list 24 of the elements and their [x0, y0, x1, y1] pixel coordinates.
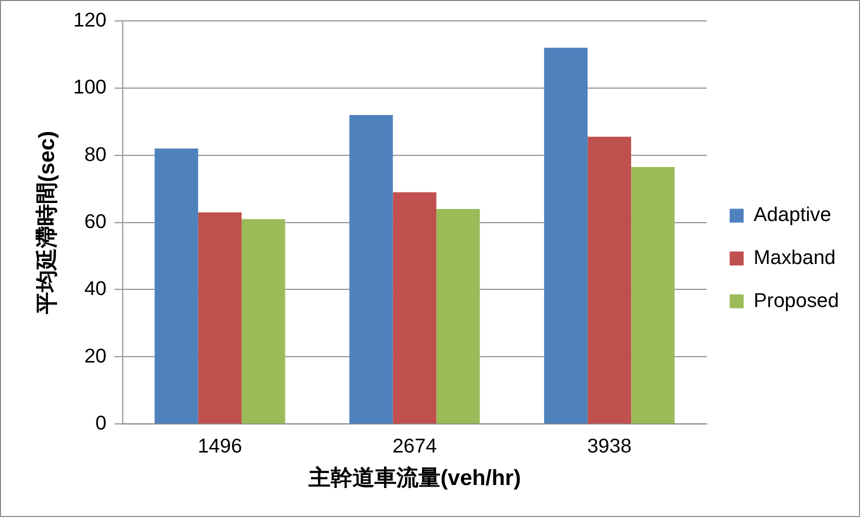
- x-tick-label: 1496: [198, 435, 242, 458]
- bar: [349, 114, 393, 424]
- bar: [242, 219, 286, 424]
- legend-label: Proposed: [754, 290, 839, 312]
- y-tick-label: 40: [84, 278, 107, 300]
- y-axis-title: 平均延滯時間(sec): [34, 130, 60, 315]
- y-tick-label: 0: [95, 412, 107, 434]
- bar: [631, 167, 675, 424]
- y-tick-label: 100: [73, 76, 107, 99]
- bar: [588, 136, 632, 424]
- bar: [392, 192, 436, 424]
- x-tick-label: 2674: [392, 435, 437, 458]
- y-tick-label: 20: [84, 345, 107, 368]
- bar: [198, 212, 242, 424]
- bar: [154, 148, 198, 424]
- bar: [544, 48, 588, 424]
- bar: [436, 209, 480, 424]
- y-tick-label: 60: [84, 210, 107, 233]
- y-tick-label: 120: [73, 9, 107, 32]
- x-tick-label: 3938: [587, 435, 632, 458]
- legend-label: Maxband: [754, 247, 836, 269]
- x-axis-title: 主幹道車流量(veh/hr): [307, 465, 521, 490]
- y-tick-label: 80: [84, 144, 107, 166]
- legend-label: Adaptive: [754, 204, 832, 226]
